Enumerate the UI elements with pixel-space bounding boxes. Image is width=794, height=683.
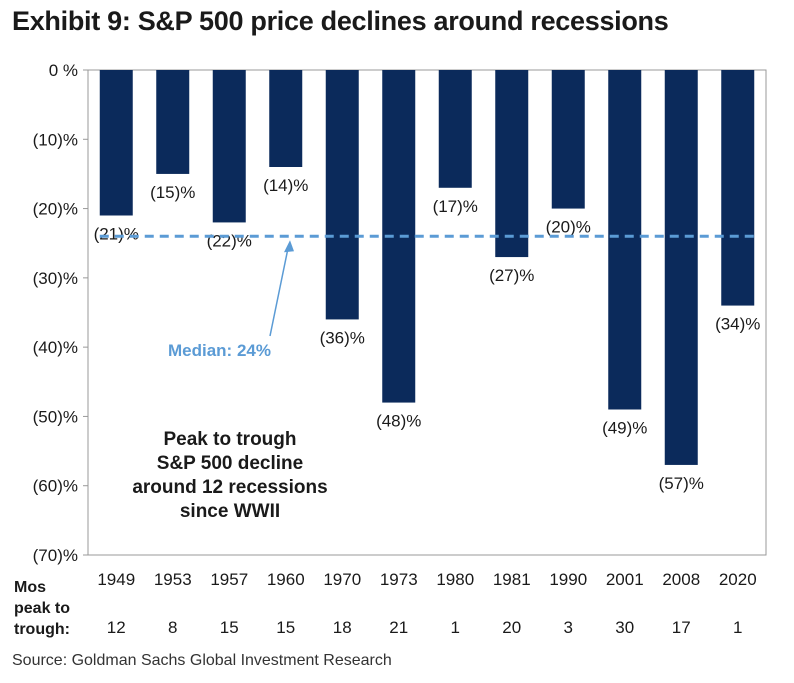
median-arrow-head [284, 240, 294, 253]
bar [325, 70, 359, 320]
median-arrow-shaft [269, 248, 289, 337]
annotation-line: Peak to trough [163, 429, 296, 450]
data-label: (17)% [433, 197, 478, 216]
data-label: (22)% [207, 231, 252, 250]
x-category-label: 1980 [436, 570, 474, 589]
months-value: 20 [502, 618, 521, 637]
y-tick-label: (30)% [33, 269, 78, 288]
chart-title: Exhibit 9: S&P 500 price declines around… [12, 6, 669, 36]
bar [551, 70, 585, 209]
months-value: 17 [672, 618, 691, 637]
months-value: 15 [276, 618, 295, 637]
months-value: 18 [333, 618, 352, 637]
data-label: (57)% [659, 474, 704, 493]
x-category-label: 1953 [154, 570, 192, 589]
bar [721, 70, 755, 306]
months-value: 30 [615, 618, 634, 637]
chart-axes [87, 69, 767, 556]
y-tick-label: (60)% [33, 477, 78, 496]
bar [269, 70, 303, 167]
months-value: 1 [733, 618, 742, 637]
data-label: (48)% [376, 412, 421, 431]
x-category-label: 1990 [549, 570, 587, 589]
x-category-label: 1973 [380, 570, 418, 589]
y-tick-label: (10)% [33, 130, 78, 149]
bar [212, 70, 246, 223]
y-tick-label: (70)% [33, 546, 78, 565]
annotation-line: S&P 500 decline [157, 453, 303, 474]
data-label: (15)% [150, 183, 195, 202]
data-label: (21)% [94, 225, 139, 244]
bar [438, 70, 472, 188]
months-value: 15 [220, 618, 239, 637]
x-category-label: 1970 [323, 570, 361, 589]
x-category-label: 1949 [97, 570, 135, 589]
data-labels: (21)% (15)% (22)% (14)% (36)% (48)% (17)% (27)%… [94, 176, 761, 493]
months-value: 12 [107, 618, 126, 637]
bar-series [99, 70, 755, 465]
months-value: 21 [389, 618, 408, 637]
data-label: (20)% [546, 218, 591, 237]
months-value: 8 [168, 618, 177, 637]
bar-chart: 0 % (10)% (20)% (30)% (40)% (50)% (60)% (70)% (… [14, 61, 767, 638]
median-group: Median: 24% [99, 234, 755, 360]
x-category-label: 2008 [662, 570, 700, 589]
annotation-line: around 12 recessions [132, 477, 327, 498]
months-caption-line: Mos [14, 579, 46, 596]
x-category-label: 1957 [210, 570, 248, 589]
annotation-block: Peak to trough S&P 500 decline around 12 r… [132, 429, 327, 522]
x-axis-categories: 1949 1953 1957 1960 1970 1973 1980 1981 1990 2001… [97, 570, 756, 589]
months-value: 1 [451, 618, 460, 637]
y-tick-label: 0 % [49, 61, 78, 80]
bar [608, 70, 642, 410]
y-tick-label: (40)% [33, 338, 78, 357]
months-caption-line: peak to [14, 600, 70, 617]
months-caption-line: trough: [14, 621, 70, 638]
months-value: 3 [564, 618, 573, 637]
median-label: Median: 24% [168, 341, 271, 360]
x-category-label: 2001 [606, 570, 644, 589]
y-tick-label: (20)% [33, 200, 78, 219]
data-label: (27)% [489, 266, 534, 285]
y-tick-label: (50)% [33, 407, 78, 426]
x-category-label: 1981 [493, 570, 531, 589]
bar [664, 70, 698, 465]
months-row: 12 8 15 15 18 21 1 20 3 30 17 1 Mos peak to trough: [14, 579, 742, 638]
y-axis-ticks: 0 % (10)% (20)% (30)% (40)% (50)% (60)% (70)% [33, 61, 88, 565]
annotation-line: since WWII [180, 501, 280, 522]
data-label: (36)% [320, 328, 365, 347]
x-category-label: 1960 [267, 570, 305, 589]
source-note: Source: Goldman Sachs Global Investment … [12, 652, 392, 669]
x-category-label: 2020 [719, 570, 757, 589]
bar [495, 70, 529, 258]
bar [99, 70, 133, 216]
plot-frame [87, 69, 767, 556]
data-label: (49)% [602, 419, 647, 438]
bar [156, 70, 190, 174]
data-label: (14)% [263, 176, 308, 195]
data-label: (34)% [715, 315, 760, 334]
